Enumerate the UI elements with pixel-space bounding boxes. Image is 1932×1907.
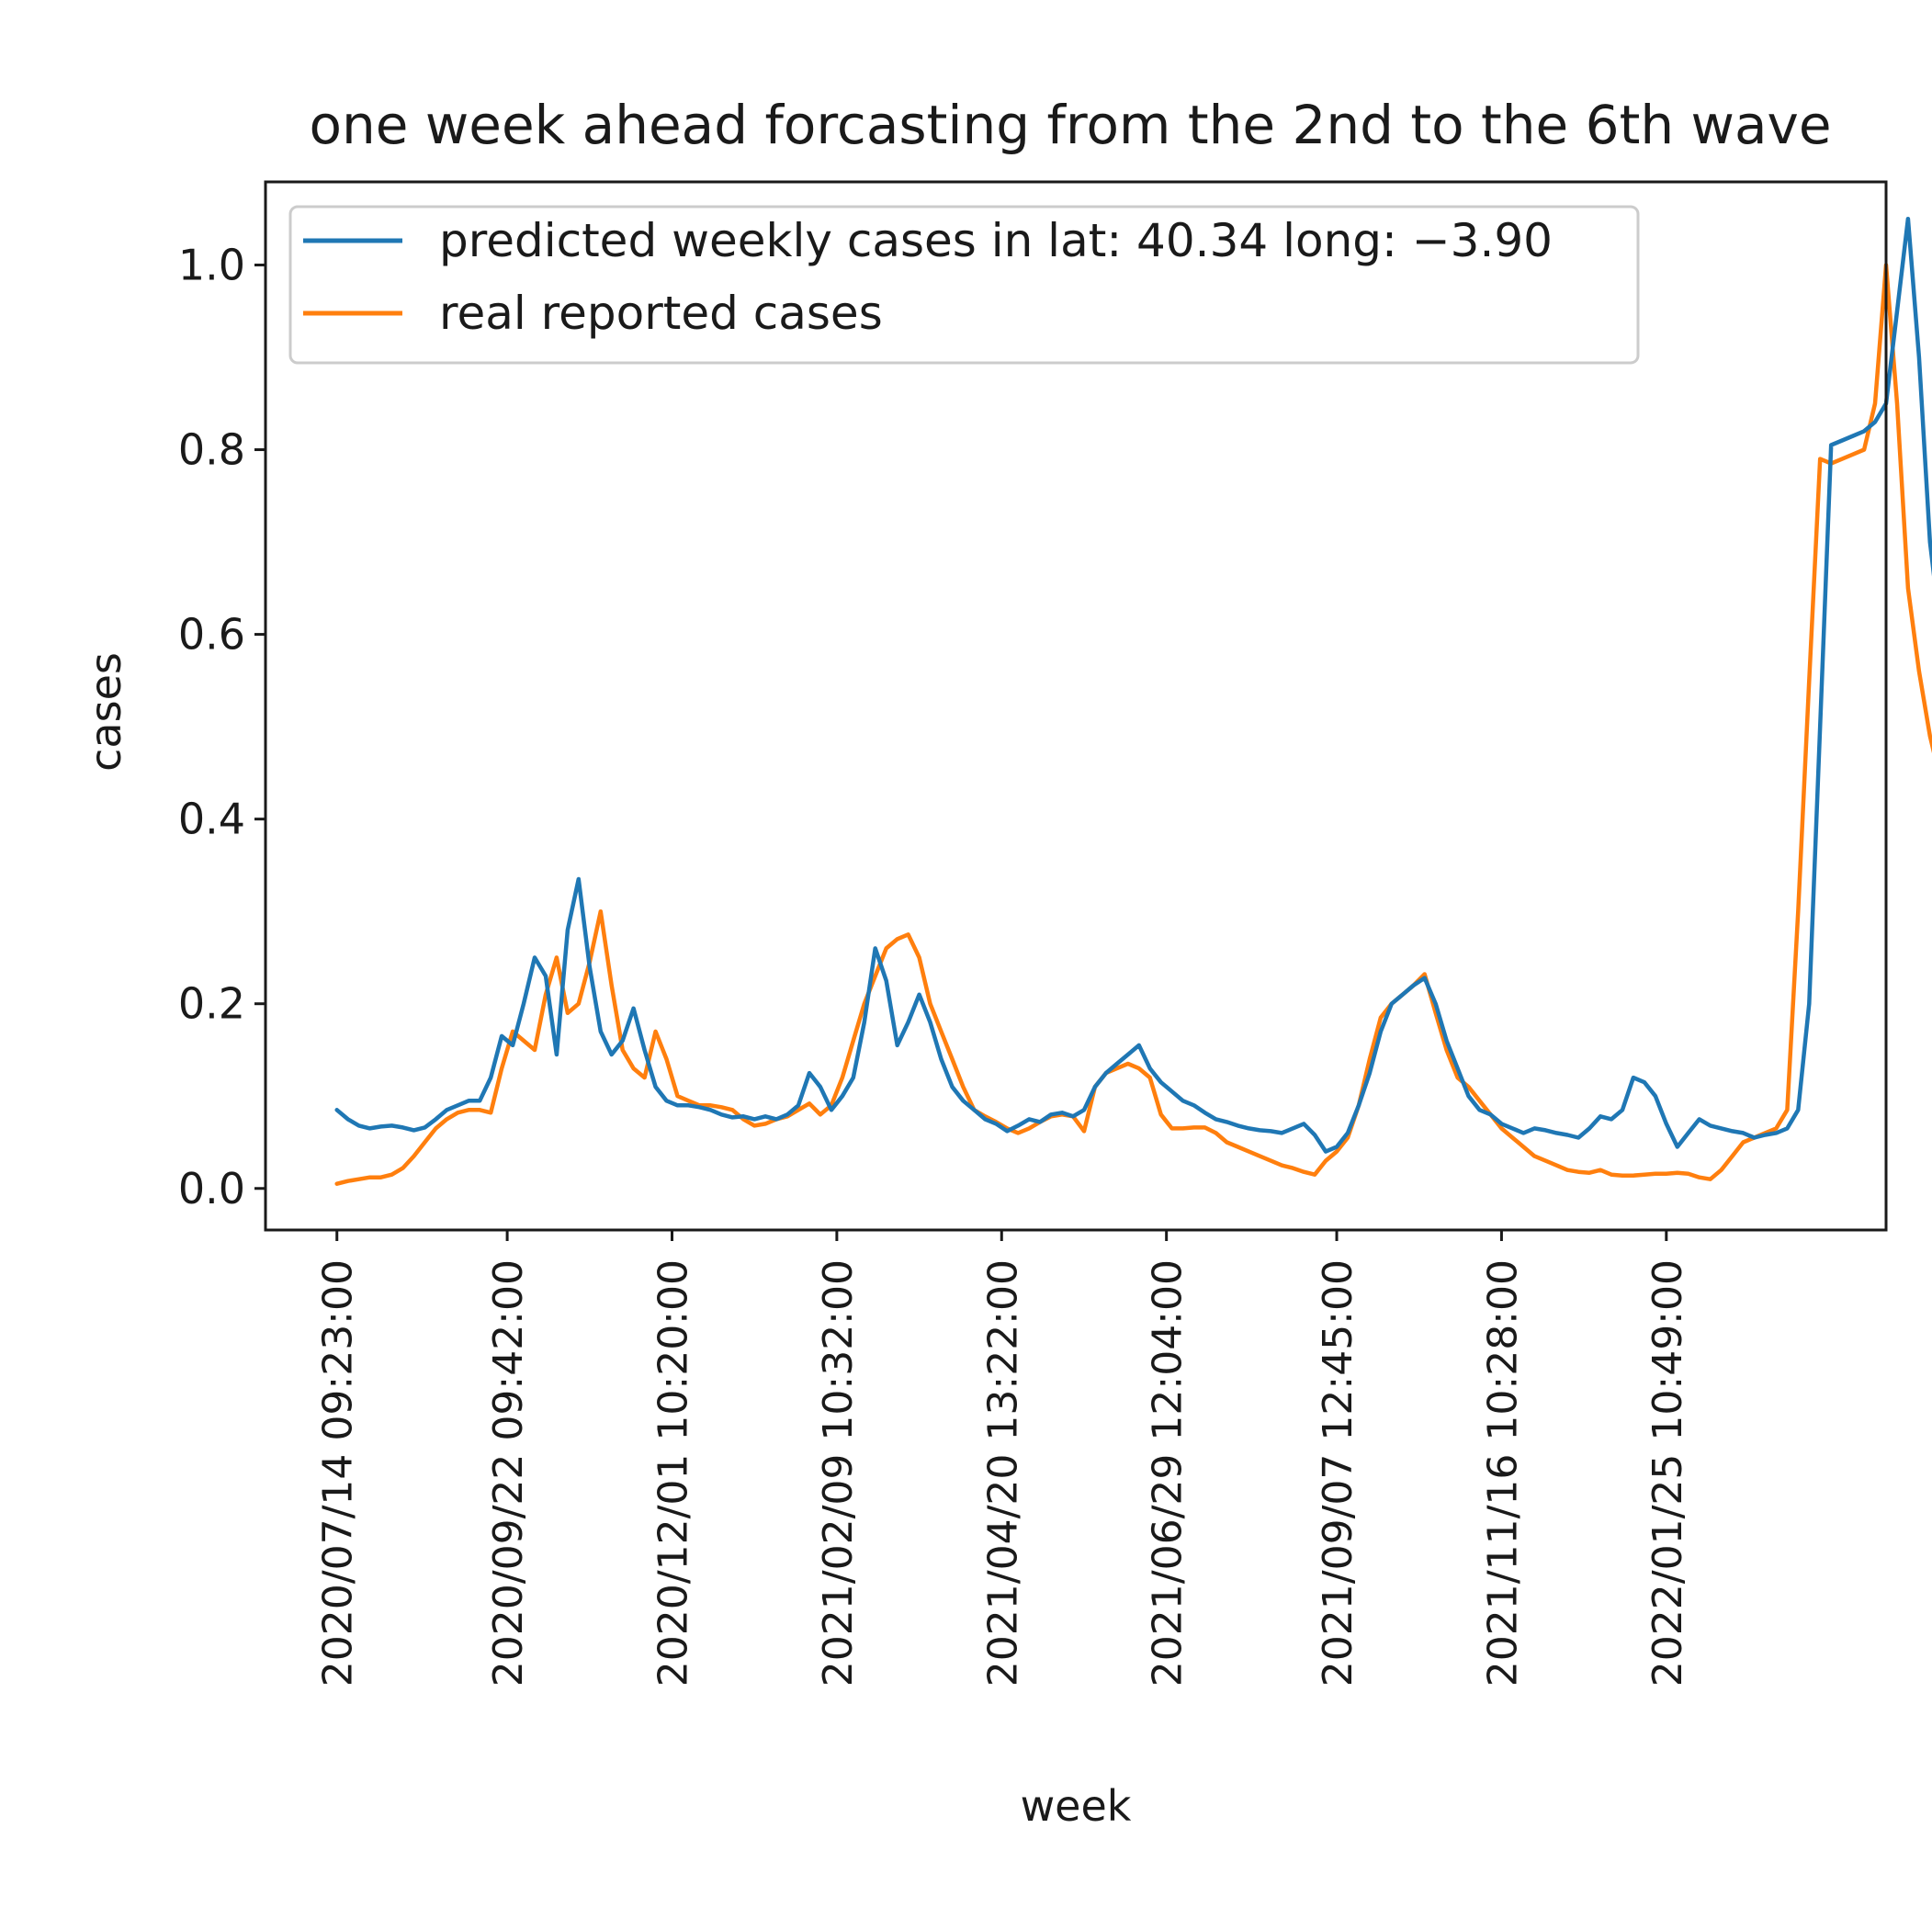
legend-box [288,205,1640,365]
series-layer [334,216,1932,1186]
y-tick-label: 0.2 [178,979,245,1029]
legend-label-real: real reported cases [439,287,883,340]
chart-title: one week ahead forcasting from the 2nd t… [309,94,1831,156]
y-tick-label: 0.8 [178,425,245,475]
y-axis: 0.0 0.2 0.4 0.6 0.8 1.0 [178,240,266,1213]
y-tick-label: 0.6 [178,610,245,660]
y-tick-label: 0.4 [178,795,245,844]
x-tick-label: 2022/01/25 10:49:00 [1644,1259,1691,1687]
x-tick-label: 2021/09/07 12:45:00 [1315,1259,1361,1687]
x-tick-label: 2021/11/16 10:28:00 [1479,1259,1526,1687]
plot-area-frame [264,180,1888,1232]
x-tick-label: 2021/04/20 13:22:00 [979,1259,1026,1687]
y-tick-label: 0.0 [178,1164,245,1213]
y-axis-label: cases [81,652,130,772]
x-tick-label: 2020/12/01 10:20:00 [650,1259,697,1687]
series-line-predicted [334,216,1932,1154]
legend: predicted weekly cases in lat: 40.34 lon… [288,205,1640,365]
x-tick-label: 2021/02/09 10:32:00 [815,1259,862,1687]
x-tick-label: 2020/07/14 09:23:00 [315,1259,362,1687]
x-tick-label: 2020/09/22 09:42:00 [485,1259,532,1687]
y-tick-label: 1.0 [178,240,245,289]
legend-label-predicted: predicted weekly cases in lat: 40.34 lon… [439,214,1553,267]
x-axis-label: week [1021,1781,1132,1831]
x-axis: 2020/07/14 09:23:00 2020/09/22 09:42:00 20… [315,1230,1691,1687]
x-tick-label: 2021/06/29 12:04:00 [1145,1259,1192,1687]
